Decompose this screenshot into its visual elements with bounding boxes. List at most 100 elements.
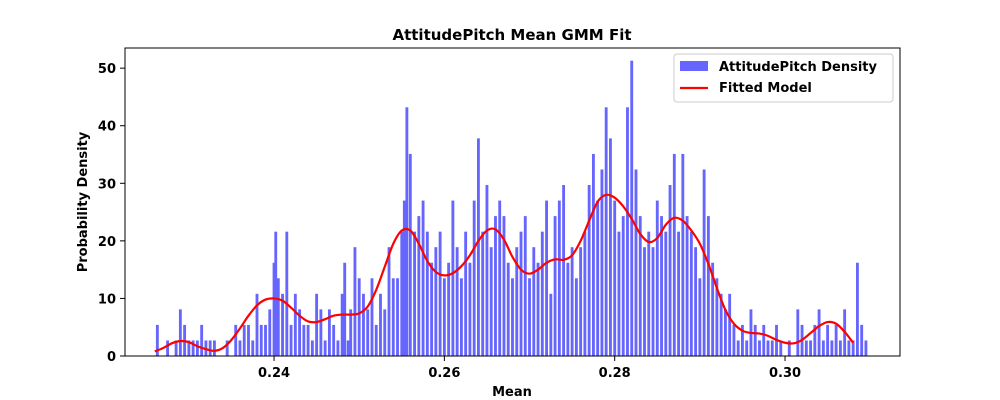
histogram-bar: [609, 138, 612, 356]
histogram-bar: [851, 340, 855, 356]
histogram-bar: [566, 262, 570, 356]
histogram-bar: [583, 231, 587, 356]
histogram-bar: [405, 107, 409, 356]
legend-swatch-histogram: [680, 61, 708, 71]
histogram-bar: [464, 231, 468, 356]
histogram-bar: [664, 231, 668, 356]
histogram-bar: [434, 247, 438, 356]
histogram-bar: [672, 153, 676, 356]
histogram-bar: [353, 247, 357, 356]
histogram-bar: [519, 231, 523, 356]
histogram-bar: [732, 324, 736, 356]
histogram-bar: [400, 231, 404, 356]
histogram-bar: [247, 324, 250, 356]
histogram-bar: [758, 340, 761, 356]
histogram-bar: [200, 324, 204, 356]
histogram-bar: [264, 324, 267, 356]
histogram-bar: [212, 340, 216, 356]
histogram-bar: [402, 200, 406, 356]
histogram-bar: [477, 138, 480, 356]
histogram-bar: [332, 324, 336, 356]
histogram-bar: [698, 278, 702, 356]
histogram-bar: [804, 340, 808, 356]
histogram-bar: [343, 262, 347, 356]
histogram-bar: [587, 185, 591, 356]
histogram-bar: [485, 185, 489, 356]
histogram-bar: [579, 247, 583, 356]
histogram-bar: [651, 247, 655, 356]
histogram-bar: [826, 324, 830, 356]
histogram-bar: [374, 324, 378, 356]
histogram-bar: [430, 262, 434, 356]
histogram-bar: [626, 107, 629, 356]
histogram-bar: [809, 340, 813, 356]
y-tick-label: 30: [98, 177, 116, 192]
histogram-bar: [166, 340, 170, 356]
histogram-bar: [630, 60, 634, 357]
histogram-bar: [770, 340, 774, 356]
histogram-bar: [715, 278, 719, 356]
histogram-bar: [604, 107, 608, 356]
histogram-bar: [821, 340, 825, 356]
y-tick-label: 20: [98, 235, 116, 250]
y-tick-label: 50: [98, 62, 116, 77]
histogram-bar: [681, 153, 685, 356]
y-axis-ticks: 0 10 20 30 40 50: [98, 62, 125, 365]
histogram-bar: [706, 216, 710, 356]
histogram-bar: [472, 200, 476, 356]
histogram-bar: [494, 216, 497, 356]
histogram-bar: [174, 340, 178, 356]
histogram-bar: [502, 216, 506, 356]
histogram-bar: [272, 262, 276, 356]
plot-frame: [124, 47, 901, 357]
histogram-bar: [745, 340, 749, 356]
histogram-bar: [276, 278, 280, 356]
histogram-bar: [553, 216, 557, 356]
histogram-bar: [528, 278, 531, 356]
legend-box: [673, 53, 894, 103]
x-tick-label: 0.24: [258, 366, 290, 381]
histogram-bar: [753, 324, 757, 356]
histogram-bar: [274, 231, 278, 356]
histogram-bar: [855, 262, 859, 356]
histogram-bar: [523, 216, 527, 356]
histogram-bar: [685, 216, 689, 356]
histogram-bar: [421, 200, 425, 356]
histogram-bar: [741, 324, 744, 356]
histogram-bar: [238, 340, 242, 356]
histogram-bar: [459, 278, 463, 356]
histogram-bar: [817, 309, 821, 356]
histogram-bar: [298, 309, 302, 356]
histogram-bar: [251, 340, 255, 356]
histogram-bar: [481, 231, 485, 356]
histogram-bar: [187, 340, 191, 356]
legend-label-histogram: AttitudePitch Density: [719, 60, 877, 75]
histogram-bar: [540, 231, 544, 356]
histogram-bar: [285, 231, 289, 356]
histogram-bar: [379, 293, 382, 356]
histogram-bar: [357, 278, 361, 356]
histogram-bar: [191, 340, 195, 356]
histogram-bar: [225, 340, 229, 356]
histogram-bar: [506, 262, 510, 356]
histogram-bar: [719, 293, 723, 356]
histogram-bar: [366, 309, 370, 356]
histogram-bar: [413, 231, 416, 356]
histogram-bar: [255, 293, 259, 356]
histogram-bar: [677, 231, 680, 356]
y-tick-label: 0: [107, 350, 116, 365]
histogram-bar: [617, 231, 621, 356]
histogram-bar: [723, 309, 727, 356]
x-axis-label: Mean: [492, 385, 532, 400]
histogram-bars: [155, 60, 868, 357]
histogram-bar: [242, 324, 246, 356]
y-tick-label: 40: [98, 120, 116, 135]
histogram-bar: [787, 340, 791, 356]
histogram-bar: [689, 231, 693, 356]
histogram-bar: [327, 309, 331, 356]
histogram-bar: [455, 247, 459, 356]
histogram-bar: [293, 293, 297, 356]
histogram-bar: [847, 340, 851, 356]
x-tick-label: 0.28: [599, 366, 631, 381]
